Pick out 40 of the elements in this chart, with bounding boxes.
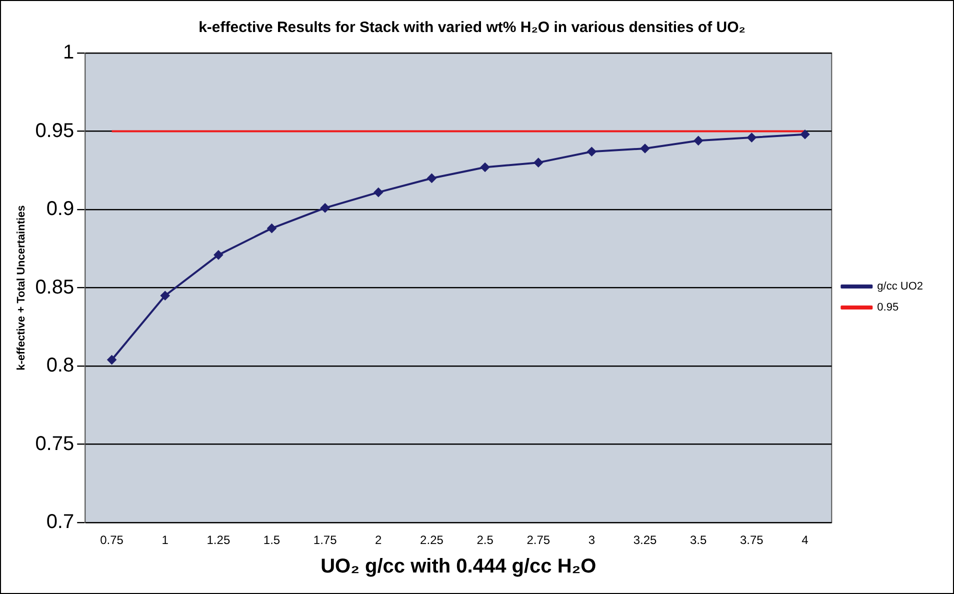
y-tick-label: 0.95	[35, 120, 74, 142]
x-tick-label: 1.25	[206, 533, 230, 548]
point	[107, 355, 116, 364]
x-tick-label: 1.75	[313, 533, 338, 548]
y-tick-label: 0.75	[35, 432, 74, 455]
legend-label: 0.95	[877, 302, 899, 314]
point	[267, 224, 276, 233]
point	[320, 203, 330, 212]
point	[427, 174, 436, 183]
x-tick-label: 4	[802, 533, 809, 548]
point	[587, 147, 596, 156]
point	[800, 130, 810, 139]
x-tick-label: 0.75	[100, 533, 124, 548]
x-tick-label: 3.25	[633, 533, 658, 548]
point	[214, 250, 223, 260]
y-tick-label: 1	[63, 42, 74, 64]
x-tick-label: 2.25	[420, 533, 444, 548]
y-tick-label: 0.9	[46, 198, 74, 220]
point	[694, 136, 703, 146]
y-tick-label: 0.85	[35, 276, 74, 298]
x-tick-label: 3.5	[690, 533, 708, 548]
point	[534, 158, 543, 168]
y-tick-label: 0.8	[46, 354, 74, 377]
point	[480, 162, 490, 172]
x-tick-label: 1	[162, 533, 169, 548]
x-tick-label: 3.75	[740, 533, 764, 548]
point	[640, 144, 650, 153]
x-tick-label: 2	[375, 533, 382, 548]
x-tick-label: 2.5	[476, 533, 494, 548]
point	[160, 291, 170, 300]
chart-title: k-effective Results for Stack with varied wt% H₂O in various densities of UO₂	[198, 19, 746, 36]
x-tick-label: 3	[588, 533, 596, 548]
x-tick-label: 2.75	[526, 533, 550, 548]
y-axis-title: k-effective + Total Uncertainties	[16, 205, 28, 370]
point	[747, 133, 756, 142]
point	[374, 188, 383, 197]
y-tick-label: 0.7	[46, 511, 74, 534]
legend-label: g/cc UO2	[877, 280, 924, 293]
x-tick-label: 1.5	[263, 533, 280, 548]
x-axis-title: UO₂ g/cc with 0.444 g/cc H₂O	[320, 556, 596, 578]
